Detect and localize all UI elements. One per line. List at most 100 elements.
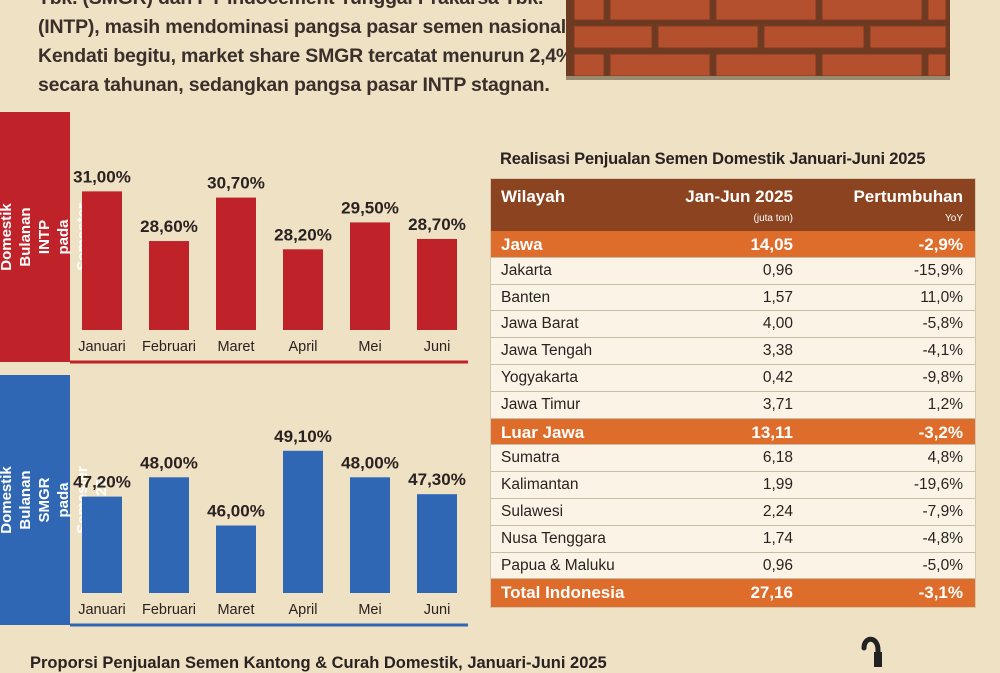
category-label: Mei [358, 602, 381, 618]
table-row: Papua & Maluku 0,96 -5,0% [491, 553, 975, 580]
region-cell: Jawa [501, 235, 543, 254]
table-row: Jawa Timur 3,71 1,2% [491, 392, 975, 419]
table-row: Yogyakarta 0,42 -9,8% [491, 365, 975, 392]
growth-cell: -4,8% [922, 529, 964, 547]
region-cell: Sulawesi [501, 502, 564, 520]
bar-maret [216, 525, 256, 593]
sales-cell: 13,11 [751, 422, 793, 442]
intro-line: Tbk. (SMGR) dan PT Indocement Tunggal Pr… [38, 0, 578, 13]
bottom-section-title: Proporsi Penjualan Semen Kantong & Curah… [30, 654, 607, 672]
table-row: Banten 1,57 11,0% [491, 285, 975, 312]
sales-cell: 0,42 [762, 368, 793, 386]
data-label: 28,60% [140, 217, 198, 236]
sales-cell: 0,96 [762, 556, 793, 574]
region-cell: Jawa Tengah [501, 342, 593, 360]
category-label: April [288, 339, 317, 355]
table-body: Jawa 14,05 -2,9% Jakarta 0,96 -15,9% Banten 1,5… [491, 231, 975, 608]
sales-cell: 3,71 [762, 395, 793, 413]
smgr-bar-chart: 47,20% Januari 48,00% Februari 46,00% Maret 49… [70, 427, 468, 627]
header-growth: Pertumbuhan [853, 187, 963, 206]
data-label: 29,50% [341, 198, 399, 217]
intro-line: (INTP), masih mendominasi pangsa pasar s… [38, 16, 572, 38]
category-label: Juni [424, 339, 451, 355]
category-label: Februari [142, 339, 196, 355]
header-sales: Jan-Jun 2025 [685, 187, 793, 206]
data-label: 30,70% [207, 174, 265, 193]
growth-cell: 4,8% [927, 449, 963, 467]
category-label: April [288, 602, 317, 618]
table-group-row: Luar Jawa 13,11 -3,2% [491, 418, 975, 446]
intp-side-label: Pangsa Pasar Domestik Bulanan INTP pada … [0, 112, 110, 362]
category-label: Juni [424, 602, 451, 618]
bar-juni [417, 238, 457, 330]
brick-wall-illustration [566, 0, 950, 80]
table-header: Wilayah Jan-Jun 2025 (juta ton) Pertumbu… [491, 179, 975, 231]
intro-line: Kendati begitu, market share SMGR tercat… [38, 45, 574, 67]
sales-cell: 4,00 [762, 315, 793, 333]
bar-januari [82, 191, 122, 330]
data-label: 28,70% [408, 215, 466, 234]
table-row: Kalimantan 1,99 -19,6% [491, 472, 975, 499]
growth-cell: 1,2% [927, 395, 963, 413]
data-label: 28,20% [274, 225, 332, 244]
growth-cell: -5,0% [922, 556, 964, 574]
growth-cell: -7,9% [922, 502, 964, 520]
growth-cell: -4,1% [922, 342, 964, 360]
region-cell: Luar Jawa [501, 422, 585, 442]
bar-mei [350, 477, 390, 593]
sales-cell: 14,05 [750, 235, 793, 254]
sales-cell: 3,38 [762, 342, 793, 360]
bar-mei [350, 222, 390, 330]
sales-table: Wilayah Jan-Jun 2025 (juta ton) Pertumbu… [490, 178, 976, 609]
growth-cell: -3,1% [918, 583, 963, 603]
data-label: 31,00% [73, 167, 131, 186]
growth-cell: -15,9% [913, 261, 963, 279]
data-label: 49,10% [274, 427, 332, 446]
sales-cell: 0,96 [762, 261, 793, 279]
smgr-side-label: Pangsa Pasar Domestik Bulanan SMGR pada … [0, 375, 110, 625]
sales-cell: 2,24 [762, 502, 793, 520]
region-cell: Yogyakarta [501, 368, 578, 386]
bar-april [283, 249, 323, 330]
table-row: Jawa Barat 4,00 -5,8% [491, 311, 975, 339]
region-cell: Papua & Maluku [501, 556, 615, 574]
region-cell: Jawa Barat [501, 315, 579, 333]
table-row: Nusa Tenggara 1,74 -4,8% [491, 526, 975, 553]
data-label: 48,00% [140, 453, 198, 472]
header-region: Wilayah [501, 187, 566, 206]
intro-line: secara tahunan, sedangkan pangsa pasar I… [38, 74, 550, 96]
sales-cell: 27,16 [750, 583, 793, 603]
category-label: Februari [142, 602, 196, 618]
sales-cell: 6,18 [762, 449, 793, 467]
bar-maret [216, 197, 256, 330]
hook-illustration [861, 636, 882, 667]
table-title: Realisasi Penjualan Semen Domestik Janua… [500, 150, 926, 168]
data-label: 47,20% [73, 473, 131, 492]
bar-januari [82, 496, 122, 593]
bar-juni [417, 494, 457, 593]
header-sales-unit: (juta ton) [753, 213, 793, 224]
growth-cell: -19,6% [913, 476, 963, 494]
region-cell: Jakarta [501, 261, 552, 279]
category-label: Mei [358, 339, 381, 355]
region-cell: Banten [501, 288, 551, 306]
intro-text: Tbk. (SMGR) dan PT Indocement Tunggal Pr… [38, 0, 578, 100]
sales-cell: 1,99 [762, 476, 793, 494]
table-row: Sumatra 6,18 4,8% [491, 445, 975, 473]
category-label: Januari [78, 339, 126, 355]
bar-februari [149, 241, 189, 330]
data-label: 48,00% [341, 453, 399, 472]
category-label: Januari [78, 602, 126, 618]
table-total-row: Total Indonesia 27,16 -3,1% [491, 579, 975, 608]
table-row: Sulawesi 2,24 -7,9% [491, 499, 975, 526]
intp-bar-chart: 31,00% Januari 28,60% Februari 30,70% Maret 28… [70, 167, 468, 364]
growth-cell: -2,9% [918, 235, 963, 254]
sales-cell: 1,74 [762, 529, 793, 547]
growth-cell: -5,8% [922, 315, 964, 333]
bar-april [283, 450, 323, 593]
market-share-charts: 31,00% Januari 28,60% Februari 30,70% Maret 28… [70, 167, 468, 627]
table-group-row: Jawa 14,05 -2,9% [491, 231, 975, 258]
region-cell: Jawa Timur [501, 395, 581, 413]
header-growth-unit: YoY [945, 213, 963, 224]
growth-cell: -3,2% [918, 422, 963, 442]
